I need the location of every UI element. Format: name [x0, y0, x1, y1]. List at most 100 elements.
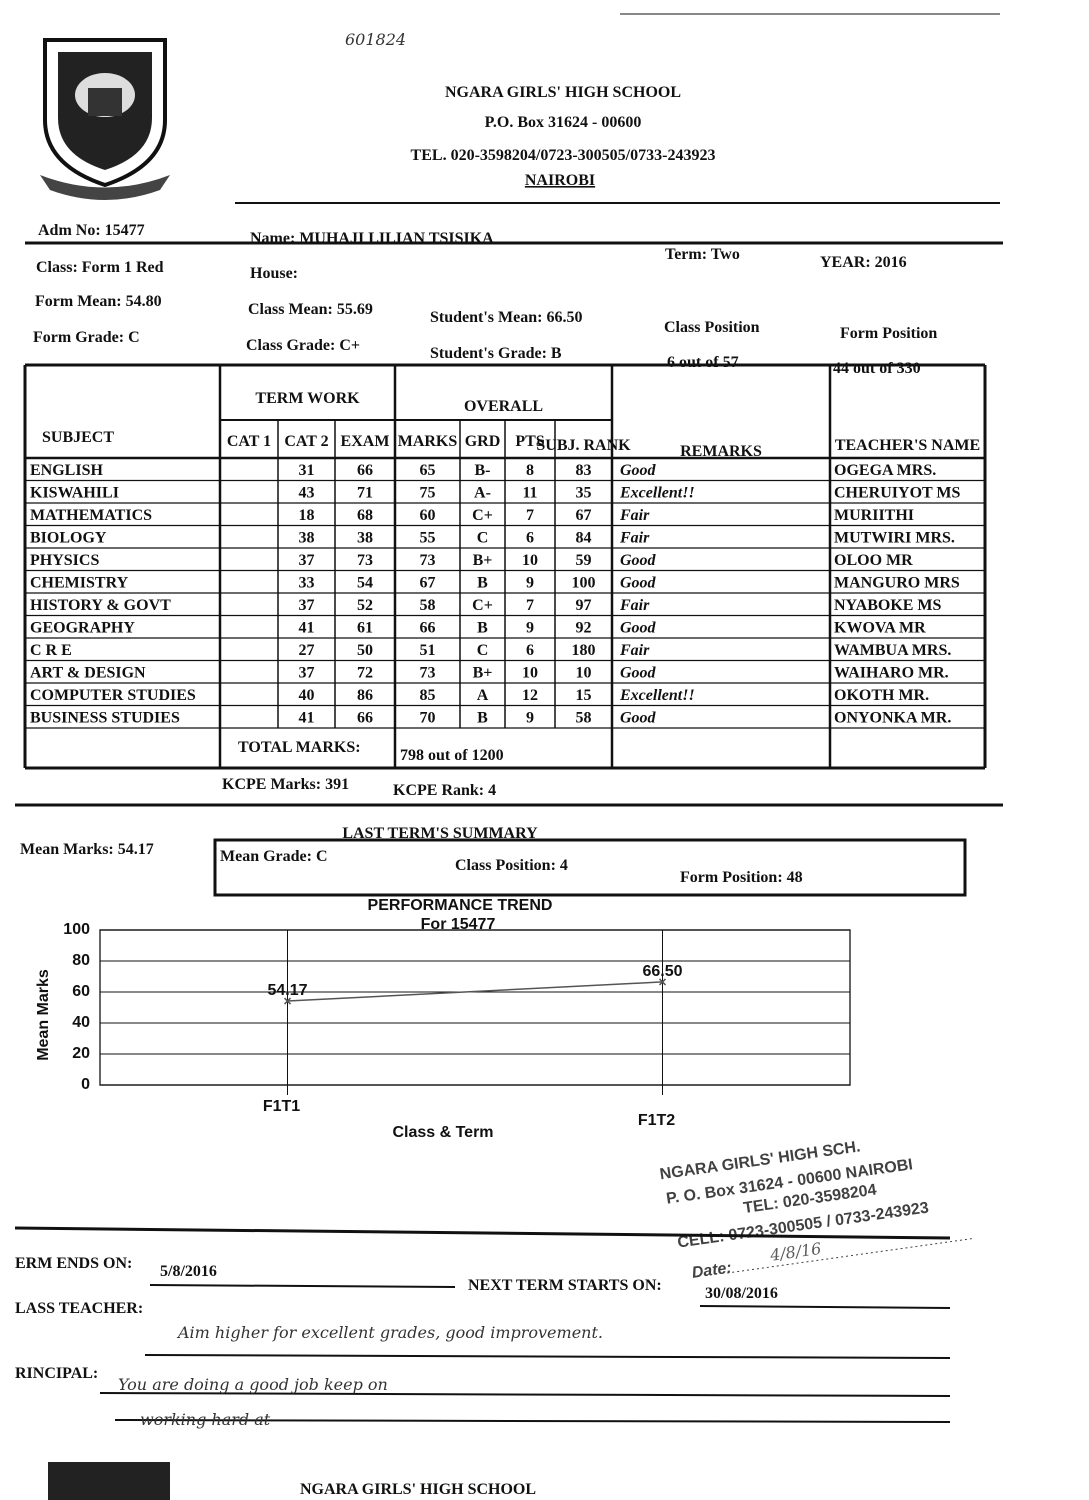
chart-data-yticks: 0 [81, 1076, 90, 1093]
table-rows: 72 [357, 665, 373, 682]
stamp-date-label: Date: [691, 1259, 733, 1281]
chart-data-yticks: 60 [72, 983, 90, 1000]
field: Mean Grade: C [220, 848, 328, 865]
table-columns: MARKS [398, 433, 458, 450]
table-rows: 50 [357, 642, 373, 659]
table-columns: SUBJ. RANK [536, 437, 631, 454]
table-rows: 73 [420, 665, 436, 682]
student-student-mean-label: Student's Mean: [430, 309, 542, 326]
student-name-label: Name: [250, 230, 295, 247]
field: Form Position [840, 325, 937, 342]
field: Class Position [664, 319, 760, 336]
table-rows: 10 [522, 552, 538, 569]
rule [144, 1354, 951, 1359]
field: Class Mean: 55.69 [248, 301, 373, 318]
table-rows: 11 [522, 485, 537, 502]
bottom-banner: NGARA GIRLS' HIGH SCHOOL [300, 1481, 536, 1498]
table-total-label: TOTAL MARKS: [238, 739, 361, 756]
table-columns: GRD [465, 433, 501, 450]
table-rows: MATHEMATICS [30, 507, 152, 524]
rule [14, 1226, 951, 1240]
table-rows: Good [620, 620, 657, 637]
table-rows: 52 [357, 597, 373, 614]
table-rows: A [477, 687, 489, 704]
table-columns: REMARKS [680, 443, 762, 460]
table-rows: 55 [420, 530, 436, 547]
table-groups: TERM WORK [255, 390, 360, 407]
table-rows: B [477, 575, 488, 592]
table-rows: 92 [576, 620, 592, 637]
footer-term-ends-value: 5/8/2016 [160, 1263, 217, 1280]
field: Name: MUHAJI LILIAN TSISIKA [250, 230, 494, 247]
student-year-label: YEAR: [820, 254, 871, 271]
table-rows: 10 [576, 665, 592, 682]
student-class-mean-label: Class Mean: [248, 301, 333, 318]
table-rows: 6 [526, 530, 534, 547]
field: Term: Two [665, 246, 740, 263]
table-columns: EXAM [341, 433, 390, 450]
chart-data-categories: F1T1 [263, 1098, 300, 1115]
table-rows: OGEGA MRS. [834, 462, 936, 479]
table-rows: 66 [420, 620, 436, 637]
kcpe-rank-label: KCPE Rank: [393, 782, 484, 799]
field: Form Grade: C [33, 329, 140, 346]
table-rows: 10 [522, 665, 538, 682]
table-rows: CHERUIYOT MS [834, 485, 960, 502]
table-rows: COMPUTER STUDIES [30, 687, 196, 704]
table-rows: 67 [576, 507, 592, 524]
footer-class-teacher-comment: Aim higher for excellent grades, good im… [176, 1323, 603, 1342]
table-rows: C [477, 530, 489, 547]
header-city: NAIROBI [525, 172, 595, 189]
table-rows: ENGLISH [30, 462, 103, 479]
table-rows: NYABOKE MS [834, 597, 942, 614]
table-rows: 18 [299, 507, 315, 524]
table-columns: CAT 2 [284, 433, 328, 450]
table-rows: B [477, 620, 488, 637]
table-rows: B+ [473, 552, 493, 569]
table-rows: KWOVA MR [834, 620, 926, 637]
chart-data-y-label: Mean Marks [35, 969, 52, 1061]
field: LASS TEACHER: [15, 1300, 143, 1317]
table-rows: ART & DESIGN [30, 665, 146, 682]
table-rows: 75 [420, 485, 436, 502]
table-rows: MANGURO MRS [834, 575, 960, 592]
table-rows: 61 [357, 620, 373, 637]
table-rows: WAMBUA MRS. [834, 642, 951, 659]
table-rows: Good [620, 462, 657, 479]
student-class-value: Form 1 Red [82, 259, 164, 276]
table-rows: 54 [357, 575, 373, 592]
field: KCPE Rank: 4 [393, 782, 496, 799]
footer-principal-label: RINCIPAL: [15, 1365, 98, 1382]
table-rows: 7 [526, 507, 534, 524]
field: ERM ENDS ON: [15, 1255, 132, 1272]
kcpe-marks-value: 391 [325, 776, 349, 793]
table-total-marks: 798 [400, 747, 424, 764]
data-point [658, 978, 667, 986]
last-term-class-position-value: 4 [560, 857, 568, 874]
field: YEAR: 2016 [820, 254, 907, 271]
footer-next-term-value: 30/08/2016 [705, 1285, 778, 1302]
table-columns: PTS [515, 433, 544, 450]
table-rows: C [477, 642, 489, 659]
field: 6 out of 57 [667, 354, 739, 371]
table-rows: 33 [299, 575, 315, 592]
student-term-label: Term: [665, 246, 707, 263]
summary-box [213, 838, 967, 897]
header-address: P.O. Box 31624 - 00600 [485, 114, 642, 131]
student-house-label: House: [250, 265, 298, 282]
table-rows: 66 [357, 462, 373, 479]
field: Mean Marks: 54.17 [20, 841, 154, 858]
table-rows: Good [620, 552, 657, 569]
field: Adm No: 15477 [38, 222, 145, 239]
footer-principal-comment: working hard at [140, 1410, 271, 1429]
field: 44 out of 330 [833, 360, 921, 377]
table-rows: 27 [299, 642, 315, 659]
field: KCPE Marks: 391 [222, 776, 349, 793]
field: Class Position: 4 [455, 857, 568, 874]
table-rows: 71 [357, 485, 373, 502]
student-name-value: MUHAJI LILIAN TSISIKA [299, 230, 494, 247]
student-class-grade-label: Class Grade: [246, 337, 335, 354]
table-rows: 41 [299, 710, 315, 727]
table-rows: 37 [299, 552, 315, 569]
